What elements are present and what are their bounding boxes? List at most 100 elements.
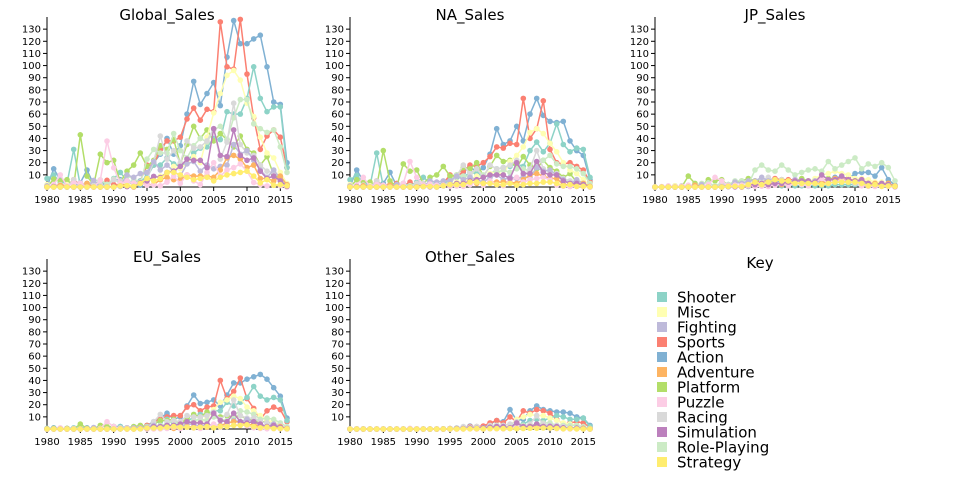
data-point-shooter [244, 394, 250, 401]
data-point-action [353, 167, 360, 173]
data-point-sports [487, 153, 493, 160]
data-point-simulation [480, 174, 487, 181]
x-tick-label: 1980 [337, 437, 362, 448]
x-tick-label: 1985 [68, 437, 93, 448]
data-point-sports [264, 408, 270, 414]
y-tick-label: 10 [331, 170, 344, 181]
data-point-strategy [520, 425, 527, 432]
data-point-strategy [705, 184, 712, 190]
data-point-racing [533, 147, 540, 154]
data-point-sports [104, 177, 110, 184]
x-tick-label: 1995 [437, 437, 462, 448]
data-point-strategy [224, 423, 230, 430]
data-point-strategy [540, 179, 547, 185]
data-point-strategy [393, 184, 400, 190]
data-point-shooter [217, 408, 224, 414]
data-point-simulation [184, 418, 190, 425]
legend-swatch [657, 337, 667, 347]
x-tick-label: 2015 [876, 195, 901, 206]
data-point-strategy [678, 184, 685, 190]
data-point-platform [84, 173, 90, 179]
data-point-strategy [137, 426, 144, 432]
data-point-strategy [117, 183, 124, 189]
data-point-strategy [177, 172, 184, 178]
y-tick-label: 10 [28, 412, 41, 423]
data-point-role-playing [758, 162, 765, 168]
y-tick-label: 80 [636, 85, 649, 96]
data-point-strategy [90, 184, 97, 190]
data-point-puzzle [230, 164, 237, 171]
data-point-role-playing [264, 415, 270, 421]
y-tick-label: 70 [636, 98, 649, 109]
data-point-role-playing [878, 159, 885, 166]
data-point-strategy [237, 169, 244, 176]
data-point-strategy [150, 425, 157, 431]
y-tick-label: 30 [331, 146, 344, 157]
data-point-strategy [460, 426, 467, 432]
data-point-sports [480, 159, 487, 166]
data-point-role-playing [885, 164, 892, 171]
data-point-platform [433, 172, 440, 178]
data-point-simulation [513, 420, 520, 426]
data-point-strategy [467, 179, 473, 185]
data-point-misc [270, 155, 277, 161]
data-point-role-playing [217, 123, 224, 130]
y-tick-label: 110 [325, 49, 344, 60]
data-point-strategy [467, 426, 473, 432]
data-point-simulation [250, 155, 257, 161]
data-point-strategy [587, 184, 593, 190]
x-tick-label: 1995 [134, 195, 159, 206]
data-point-shooter [217, 136, 224, 143]
data-point-strategy [658, 184, 665, 190]
data-point-misc [224, 72, 230, 79]
data-point-simulation [533, 158, 540, 165]
x-tick-label: 2010 [537, 437, 562, 448]
data-point-sports [500, 145, 507, 151]
data-point-misc [230, 67, 237, 74]
data-point-strategy [885, 183, 892, 189]
data-point-adventure [277, 173, 284, 179]
y-tick-label: 20 [331, 400, 344, 411]
data-point-sports [547, 146, 553, 153]
data-point-strategy [204, 423, 210, 430]
data-point-action [567, 410, 573, 417]
x-tick-label: 1980 [337, 195, 362, 206]
data-point-role-playing [825, 158, 832, 165]
data-point-racing [197, 414, 204, 420]
data-point-platform [440, 163, 447, 170]
data-point-strategy [580, 426, 587, 432]
y-tick-label: 120 [325, 279, 344, 290]
series-strategy [347, 425, 593, 432]
data-point-role-playing [264, 129, 270, 136]
legend-item-strategy: Strategy [657, 454, 741, 472]
data-point-strategy [124, 426, 130, 432]
data-point-action [230, 17, 237, 24]
data-point-misc [264, 150, 270, 156]
y-tick-label: 120 [325, 37, 344, 48]
legend-swatch [657, 292, 667, 302]
data-point-shooter [373, 150, 380, 156]
y-tick-label: 90 [331, 315, 344, 326]
x-tick-label: 2005 [201, 437, 226, 448]
legend-swatch [657, 367, 667, 377]
data-point-misc [244, 404, 250, 410]
y-tick-label: 50 [331, 364, 344, 375]
y-tick-label: 100 [325, 61, 344, 72]
legend-item-role-playing: Role-Playing [657, 439, 769, 457]
data-point-platform [473, 159, 480, 166]
data-point-shooter [44, 175, 50, 182]
data-point-racing [157, 133, 164, 139]
data-point-platform [467, 166, 473, 172]
data-point-role-playing [573, 166, 580, 172]
data-point-strategy [473, 425, 480, 432]
data-point-strategy [50, 184, 57, 190]
data-point-role-playing [812, 166, 818, 172]
data-point-platform [387, 178, 393, 184]
data-point-simulation [527, 170, 533, 177]
data-point-strategy [124, 182, 130, 189]
data-point-action [513, 123, 520, 130]
data-point-strategy [772, 176, 778, 183]
data-point-action [250, 36, 257, 42]
data-point-role-playing [157, 150, 164, 156]
data-point-platform [104, 159, 110, 166]
